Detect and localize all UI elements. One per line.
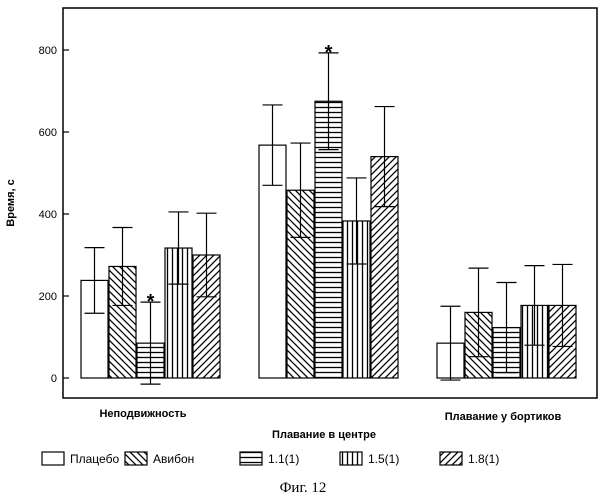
- legend-label: 1.1(1): [268, 452, 299, 466]
- y-axis-title: Время, с: [5, 179, 17, 226]
- y-tick-label: 600: [39, 127, 57, 139]
- category-label: Плавание у бортиков: [445, 411, 562, 423]
- legend-label: Авибон: [153, 452, 194, 466]
- y-tick-label: 200: [39, 291, 57, 303]
- legend-label: 1.5(1): [368, 452, 399, 466]
- legend-swatch: [125, 452, 147, 465]
- legend: Плацебо Авибон 1.1(1) 1.5(1) 1.8(1): [42, 452, 499, 466]
- category-label: Неподвижность: [99, 408, 186, 420]
- legend-label: Плацебо: [70, 452, 119, 466]
- bars-layer: **: [81, 42, 576, 384]
- y-tick-label: 0: [51, 373, 57, 385]
- y-tick-label: 800: [39, 45, 57, 57]
- figure-caption: Фиг. 12: [280, 480, 327, 496]
- category-labels: Неподвижность Плавание в центре Плавание у…: [99, 408, 561, 441]
- legend-swatch: [340, 452, 362, 465]
- y-tick-label: 400: [39, 209, 57, 221]
- significance-star: *: [325, 42, 333, 64]
- legend-swatch: [240, 452, 262, 465]
- significance-star: *: [147, 291, 155, 313]
- legend-swatch: [42, 452, 64, 465]
- category-label: Плавание в центре: [272, 429, 376, 441]
- legend-label: 1.8(1): [468, 452, 499, 466]
- y-axis-ticks: 0 200 400 600 800: [39, 45, 69, 385]
- legend-swatch: [440, 452, 462, 465]
